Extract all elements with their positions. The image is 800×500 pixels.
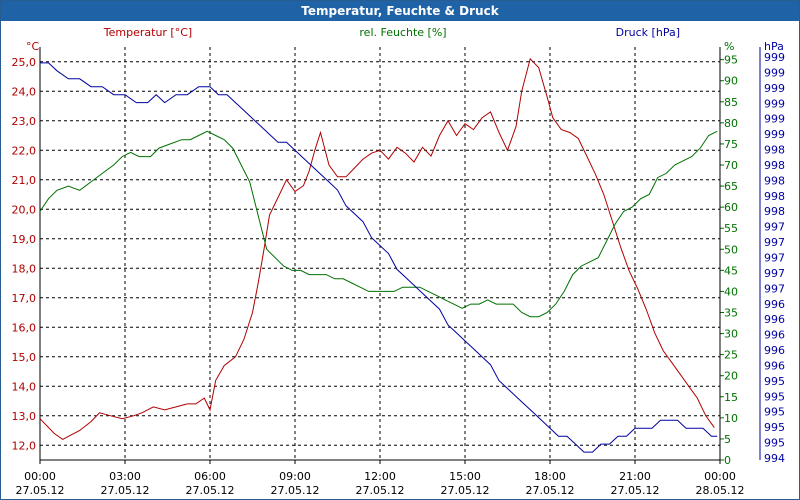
pressure-axis-unit: hPa — [764, 40, 784, 53]
humidity-tick-label: 40 — [724, 285, 738, 298]
pressure-tick-label: 997 — [764, 236, 785, 249]
series-pressure-line — [40, 62, 718, 453]
pressure-tick-label: 994 — [764, 452, 785, 465]
temperature-tick-label: 19,0 — [12, 233, 37, 246]
temperature-tick-label: 21,0 — [12, 174, 37, 187]
pressure-tick-label: 997 — [764, 282, 785, 295]
pressure-tick-label: 996 — [764, 329, 785, 342]
pressure-tick-label: 997 — [764, 252, 785, 265]
humidity-tick-label: 25 — [724, 349, 738, 362]
humidity-tick-label: 30 — [724, 328, 738, 341]
x-tick-date: 27.05.12 — [356, 484, 405, 497]
humidity-tick-label: 50 — [724, 243, 738, 256]
x-tick-time: 03:00 — [109, 470, 141, 483]
humidity-tick-label: 70 — [724, 159, 738, 172]
pressure-tick-label: 998 — [764, 159, 785, 172]
humidity-tick-label: 45 — [724, 264, 738, 277]
humidity-tick-label: 90 — [724, 75, 738, 88]
x-tick-time: 21:00 — [619, 470, 651, 483]
x-tick-date: 28.05.12 — [696, 484, 745, 497]
x-tick-time: 00:00 — [24, 470, 56, 483]
humidity-tick-label: 5 — [724, 433, 731, 446]
x-tick-date: 27.05.12 — [441, 484, 490, 497]
pressure-tick-label: 995 — [764, 421, 785, 434]
pressure-tick-label: 996 — [764, 298, 785, 311]
humidity-tick-label: 20 — [724, 370, 738, 383]
x-tick-time: 06:00 — [194, 470, 226, 483]
window-title: Temperatur, Feuchte & Druck — [1, 1, 799, 21]
x-tick-date: 27.05.12 — [16, 484, 65, 497]
temperature-tick-label: 13,0 — [12, 410, 37, 423]
pressure-tick-label: 998 — [764, 144, 785, 157]
humidity-tick-label: 65 — [724, 180, 738, 193]
humidity-tick-label: 55 — [724, 222, 738, 235]
pressure-tick-label: 996 — [764, 313, 785, 326]
temperature-tick-label: 12,0 — [12, 439, 37, 452]
x-tick-date: 27.05.12 — [611, 484, 660, 497]
pressure-tick-label: 995 — [764, 437, 785, 450]
humidity-tick-label: 85 — [724, 96, 738, 109]
series-temperature-line — [39, 57, 715, 440]
pressure-tick-label: 999 — [764, 128, 785, 141]
x-tick-time: 09:00 — [279, 470, 311, 483]
temperature-tick-label: 14,0 — [12, 380, 37, 393]
temperature-tick-label: 25,0 — [12, 56, 37, 69]
temperature-axis-unit: °C — [26, 40, 40, 53]
humidity-tick-label: 80 — [724, 117, 738, 130]
x-tick-date: 27.05.12 — [526, 484, 575, 497]
series-lines — [39, 57, 718, 453]
temperature-tick-label: 18,0 — [12, 262, 37, 275]
temperature-tick-label: 20,0 — [12, 203, 37, 216]
x-tick-date: 27.05.12 — [186, 484, 235, 497]
grid-lines — [40, 47, 720, 460]
humidity-tick-label: 60 — [724, 201, 738, 214]
pressure-tick-label: 995 — [764, 390, 785, 403]
humidity-tick-label: 75 — [724, 138, 738, 151]
pressure-tick-label: 996 — [764, 359, 785, 372]
temperature-tick-label: 22,0 — [12, 144, 37, 157]
pressure-tick-label: 997 — [764, 267, 785, 280]
pressure-tick-label: 995 — [764, 375, 785, 388]
pressure-tick-label: 996 — [764, 344, 785, 357]
legend-temperature: Temperatur [°C] — [103, 26, 192, 39]
x-tick-date: 27.05.12 — [271, 484, 320, 497]
legend-humidity: rel. Feuchte [%] — [359, 26, 446, 39]
humidity-tick-label: 95 — [724, 54, 738, 67]
x-tick-time: 12:00 — [364, 470, 396, 483]
humidity-axis-unit: % — [724, 40, 734, 53]
pressure-tick-label: 999 — [764, 51, 785, 64]
temperature-tick-label: 16,0 — [12, 321, 37, 334]
pressure-tick-label: 998 — [764, 205, 785, 218]
pressure-tick-label: 998 — [764, 174, 785, 187]
tick-labels: 12,0 13,0 14,0 15,0 16,0 17,0 18,0 19,0 20,0 21,0… — [12, 51, 786, 497]
pressure-tick-label: 997 — [764, 221, 785, 234]
pressure-tick-label: 999 — [764, 82, 785, 95]
humidity-tick-label: 0 — [724, 454, 731, 467]
pressure-tick-label: 995 — [764, 406, 785, 419]
temperature-tick-label: 23,0 — [12, 115, 37, 128]
pressure-tick-label: 999 — [764, 66, 785, 79]
pressure-tick-label: 999 — [764, 97, 785, 110]
temperature-tick-label: 15,0 — [12, 351, 37, 364]
pressure-tick-label: 998 — [764, 190, 785, 203]
x-tick-time: 15:00 — [449, 470, 481, 483]
temperature-tick-label: 17,0 — [12, 292, 37, 305]
x-tick-date: 27.05.12 — [101, 484, 150, 497]
pressure-tick-label: 999 — [764, 113, 785, 126]
x-tick-time: 00:00 — [704, 470, 736, 483]
humidity-tick-label: 10 — [724, 412, 738, 425]
temperature-tick-label: 24,0 — [12, 85, 37, 98]
humidity-tick-label: 15 — [724, 391, 738, 404]
legend-pressure: Druck [hPa] — [616, 26, 680, 39]
series-humidity-line — [39, 130, 718, 318]
x-tick-time: 18:00 — [534, 470, 566, 483]
axes — [39, 47, 761, 464]
humidity-tick-label: 35 — [724, 307, 738, 320]
